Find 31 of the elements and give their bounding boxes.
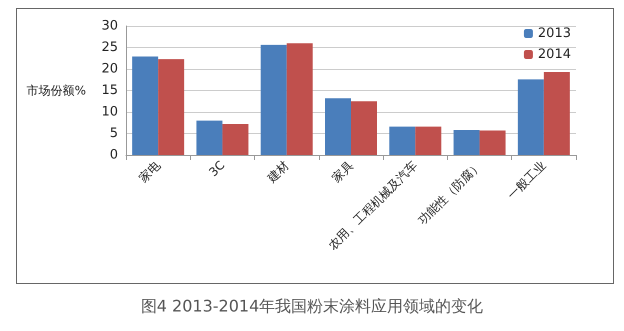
- y-tick-label: 20: [101, 62, 118, 76]
- bar: [415, 126, 442, 155]
- bar: [480, 130, 506, 155]
- x-tick-label: 3C: [206, 158, 228, 180]
- bar: [260, 44, 287, 155]
- bar: [325, 98, 351, 155]
- bar: [454, 130, 480, 155]
- bar: [132, 56, 158, 155]
- y-tick-label: 10: [101, 104, 118, 120]
- bar: [158, 59, 184, 155]
- x-tick-label: 家具: [329, 158, 356, 185]
- y-axis-title: 市场份额%: [26, 84, 86, 98]
- legend-label: 2013: [538, 26, 572, 41]
- bar: [389, 126, 416, 155]
- bar: [196, 120, 222, 155]
- y-tick-label: 0: [110, 148, 118, 162]
- bar: [222, 124, 248, 155]
- y-tick-label: 5: [110, 126, 118, 141]
- bar: [518, 79, 544, 155]
- bar: [286, 43, 313, 155]
- x-tick-label: 建材: [264, 158, 292, 186]
- x-tick-label: 功能性（防腐）: [415, 158, 485, 228]
- bar: [544, 72, 570, 155]
- legend-label: 2014: [538, 47, 572, 62]
- text: 图4 2013-2014年我国粉末涂料应用领域的变化: [140, 296, 484, 316]
- bar: [351, 101, 377, 155]
- x-tick-label: 一般工业: [504, 158, 549, 202]
- y-tick-label: 15: [101, 83, 118, 98]
- x-tick-label: 家电: [136, 158, 164, 185]
- y-tick-label: 30: [101, 18, 118, 34]
- y-tick-label: 25: [101, 40, 118, 55]
